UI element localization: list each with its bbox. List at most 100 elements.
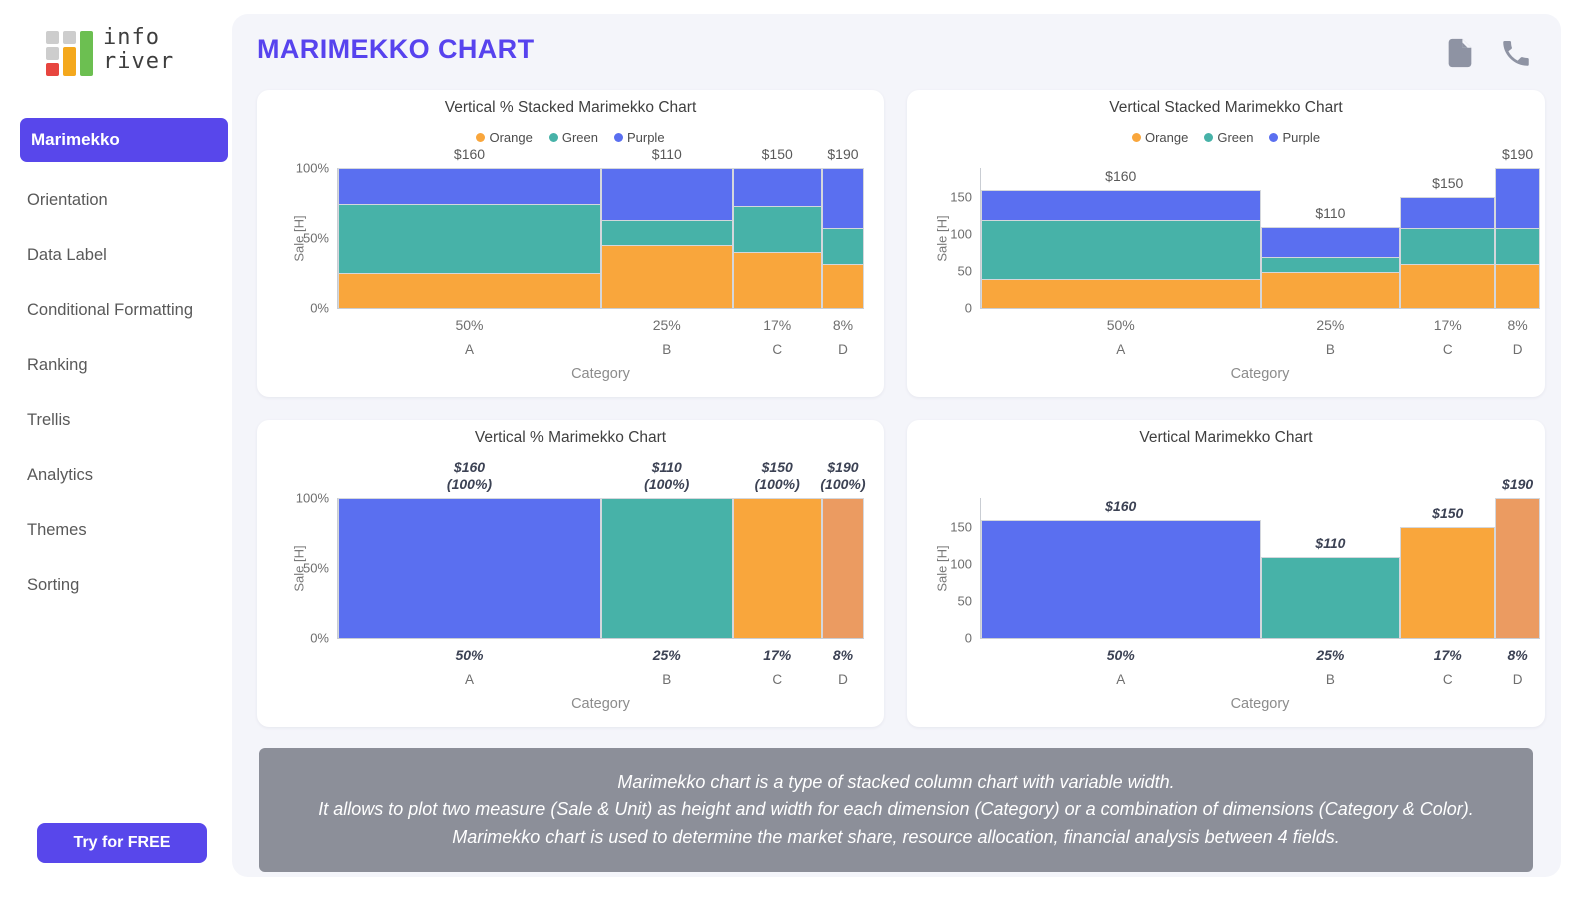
- legend-item-orange[interactable]: Orange: [1131, 130, 1188, 145]
- legend-item-green[interactable]: Green: [1204, 130, 1253, 145]
- column-value-label: $160: [454, 146, 485, 163]
- sidebar-item-ranking[interactable]: Ranking: [27, 356, 88, 374]
- marimekko-column-D[interactable]: [821, 498, 864, 638]
- bar-segment-orange[interactable]: [1496, 264, 1539, 308]
- bar-segment-purple[interactable]: [1261, 227, 1400, 258]
- sidebar-item-conditional-formatting[interactable]: Conditional Formatting: [27, 301, 193, 319]
- column-percent-text: (100%): [754, 476, 800, 492]
- bar-segment-green[interactable]: [1261, 257, 1400, 272]
- chart-title: Vertical % Marimekko Chart: [474, 429, 667, 446]
- marimekko-column-B[interactable]: [1260, 556, 1401, 638]
- sidebar-item-analytics[interactable]: Analytics: [27, 466, 94, 484]
- legend-label: Orange: [489, 130, 533, 145]
- marimekko-column-A[interactable]: [338, 168, 601, 308]
- marimekko-column-D[interactable]: [1495, 498, 1540, 638]
- legend-dot: [613, 133, 623, 142]
- chart-body: Sale [H] 0% 50% 100% $160 (100%) 50% A $110 (100…: [292, 459, 866, 712]
- x-axis-title: Category: [1230, 696, 1290, 712]
- x-category-label: C: [1442, 342, 1453, 357]
- y-axis-title: Sale [H]: [934, 544, 950, 592]
- sidebar-item-marimekko[interactable]: Marimekko: [20, 118, 228, 162]
- bar-segment-purple[interactable]: [733, 169, 821, 207]
- x-category-label: B: [662, 342, 672, 357]
- y-axis-tick: 50%: [302, 230, 329, 246]
- chart-plot: 0% 50% 100% $160 (100%) 50% A $110 (100%) 25% B $15…: [296, 459, 866, 687]
- bar-segment-orange[interactable]: [602, 244, 732, 308]
- marimekko-column-B[interactable]: [601, 168, 733, 308]
- x-width-label: 8%: [1507, 647, 1528, 663]
- bar-segment-green[interactable]: [602, 219, 732, 245]
- legend-item-orange[interactable]: Orange: [476, 130, 533, 145]
- marimekko-column-B[interactable]: [601, 498, 733, 638]
- phone-icon[interactable]: [1499, 36, 1533, 70]
- bar-segment-green[interactable]: [1496, 227, 1539, 265]
- legend-item-purple[interactable]: Purple: [1269, 130, 1320, 145]
- bar-segment-orange[interactable]: [1401, 264, 1495, 308]
- sidebar-item-data-label[interactable]: Data Label: [27, 246, 107, 264]
- try-for-free-button[interactable]: Try for FREE: [37, 823, 207, 863]
- sidebar-item-trellis[interactable]: Trellis: [27, 411, 71, 429]
- bar-segment-purple[interactable]: [982, 191, 1260, 221]
- bar-segment-orange[interactable]: [733, 252, 821, 308]
- bar-segment-purple[interactable]: [339, 169, 600, 204]
- description-box: Marimekko chart is a type of stacked col…: [259, 748, 1533, 872]
- chart-card-vertical: Vertical Marimekko Chart Sale [H] 0 50 100…: [907, 420, 1545, 727]
- bar-segment-orange[interactable]: [822, 264, 863, 308]
- y-axis-tick: 0%: [310, 300, 329, 316]
- marimekko-column-D[interactable]: [1495, 168, 1540, 308]
- sidebar-item-themes[interactable]: Themes: [27, 521, 87, 539]
- marimekko-column-A[interactable]: [981, 190, 1261, 308]
- x-axis-title: Category: [571, 366, 630, 382]
- legend-item-purple[interactable]: Purple: [613, 130, 665, 145]
- bar-segment-green[interactable]: [1401, 227, 1495, 265]
- page-title: MARIMEKKO CHART: [257, 34, 535, 64]
- legend-dot: [1204, 133, 1214, 142]
- marimekko-column-D[interactable]: [821, 168, 864, 308]
- sidebar-item-sorting[interactable]: Sorting: [27, 576, 80, 594]
- column-value-label: $150 (100%): [755, 459, 800, 493]
- x-category-label: B: [1325, 342, 1335, 357]
- x-category-label: C: [772, 342, 783, 357]
- column-value-text: $110: [1315, 204, 1346, 221]
- column-value-text: $160: [1105, 498, 1137, 515]
- logo-square-gray: [46, 31, 59, 44]
- column-value-label: $160: [1105, 168, 1136, 185]
- marimekko-column-A[interactable]: [981, 520, 1261, 638]
- column-percent-text: (100%): [820, 476, 866, 492]
- bar-segment-purple[interactable]: [602, 169, 732, 220]
- chart-legend: Orange Green Purple: [257, 130, 884, 145]
- bar-segment-purple[interactable]: [822, 169, 863, 228]
- sidebar-nav: Marimekko Orientation Data Label Conditiona…: [0, 118, 232, 613]
- chart-plot: 0% 50% 100% $160 50% A $110 25% B $150 17% C $190 8% D: [296, 146, 864, 357]
- marimekko-column-C[interactable]: [732, 498, 822, 638]
- marimekko-column-C[interactable]: [1400, 197, 1496, 308]
- bar-segment-green[interactable]: [822, 227, 863, 265]
- bar-segment-green[interactable]: [339, 203, 600, 274]
- bar-segment-orange[interactable]: [982, 278, 1260, 308]
- marimekko-column-B[interactable]: [1260, 226, 1401, 308]
- column-value-text: $160: [1105, 168, 1137, 185]
- logo-square-red: [46, 63, 59, 76]
- bar-segment-green[interactable]: [733, 206, 821, 253]
- bar-segment-orange[interactable]: [1261, 271, 1400, 308]
- bar-segment-orange[interactable]: [339, 273, 600, 308]
- column-value-text: $160: [453, 459, 486, 475]
- bar-segment-purple[interactable]: [1401, 198, 1495, 228]
- column-value-label: $160: [1105, 498, 1136, 515]
- document-icon[interactable]: [1443, 36, 1477, 70]
- sidebar-item-orientation[interactable]: Orientation: [27, 191, 108, 209]
- chart-card-vertical-stacked: Vertical Stacked Marimekko Chart Orange G…: [907, 90, 1545, 397]
- marimekko-column-A[interactable]: [338, 498, 601, 638]
- x-axis-title: Category: [571, 696, 630, 712]
- bar-segment-green[interactable]: [982, 220, 1260, 279]
- x-width-label: 17%: [763, 317, 792, 333]
- chart-body: Sale [H] 0% 50% 100% $160 50% A $110 25% B $150 17…: [292, 146, 864, 382]
- marimekko-column-C[interactable]: [732, 168, 822, 308]
- column-value-label: $110: [1315, 535, 1345, 552]
- x-width-label: 50%: [455, 647, 484, 663]
- bar-segment-purple[interactable]: [1496, 169, 1539, 228]
- x-category-label: D: [1512, 672, 1523, 687]
- legend-item-green[interactable]: Green: [548, 130, 598, 145]
- column-value-text: $190: [827, 146, 859, 162]
- marimekko-column-C[interactable]: [1400, 527, 1496, 638]
